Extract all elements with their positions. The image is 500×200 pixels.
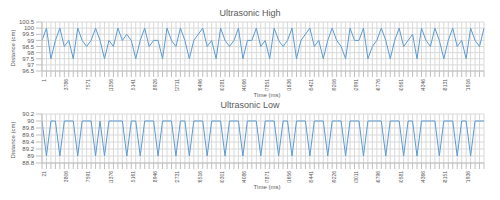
svg-text:15141: 15141 [130,79,136,91]
svg-text:88.8: 88.8 [22,160,34,166]
svg-text:30301: 30301 [219,171,225,183]
svg-text:Distance (cm): Distance (cm) [10,121,16,158]
html-text:Ultrasonic High: Ultrasonic High [219,8,281,18]
svg-text:1: 1 [41,79,47,82]
svg-text:99.5: 99.5 [22,31,34,37]
svg-text:21: 21 [41,171,47,177]
svg-text:68131: 68131 [442,79,448,91]
svg-text:99: 99 [27,38,34,44]
svg-text:97.5: 97.5 [22,56,34,62]
svg-text:Distance (cm): Distance (cm) [10,29,16,66]
svg-text:7571: 7571 [85,79,91,90]
svg-text:89.4: 89.4 [22,139,34,145]
svg-text:64366: 64366 [420,171,426,183]
svg-text:3786: 3786 [63,79,69,90]
svg-text:60561: 60561 [398,79,404,91]
svg-text:89: 89 [27,153,34,159]
svg-text:7591: 7591 [85,171,91,182]
svg-text:34066: 34066 [241,79,247,91]
svg-text:11376: 11376 [108,171,114,183]
svg-text:100.5: 100.5 [19,19,35,25]
svg-text:49226: 49226 [331,171,337,183]
svg-text:56776: 56776 [375,79,381,91]
svg-text:89.8: 89.8 [22,125,34,131]
svg-text:52991: 52991 [353,79,359,91]
svg-text:49206: 49206 [331,79,337,91]
svg-text:96.5: 96.5 [22,68,34,74]
svg-text:11356: 11356 [108,79,114,91]
svg-text:26496: 26496 [197,79,203,91]
svg-text:98.5: 98.5 [22,44,34,50]
svg-text:97: 97 [27,62,34,68]
svg-text:15161: 15161 [130,171,136,183]
svg-text:71936: 71936 [465,171,471,183]
svg-text:41636: 41636 [286,79,292,91]
svg-text:100: 100 [24,25,35,31]
html-text:Ultrasonic Low: Ultrasonic Low [220,100,280,110]
svg-text:89.2: 89.2 [22,146,34,152]
html-text:Time (ms): Time (ms) [253,92,281,98]
svg-text:64346: 64346 [420,79,426,91]
svg-text:98: 98 [27,50,34,56]
svg-text:41656: 41656 [286,171,292,183]
svg-text:45441: 45441 [308,171,314,183]
svg-text:30281: 30281 [219,79,225,91]
svg-text:60581: 60581 [398,171,404,183]
svg-text:18926: 18926 [152,79,158,91]
svg-text:89.6: 89.6 [22,132,34,138]
svg-text:22731: 22731 [174,171,180,183]
svg-text:56796: 56796 [375,171,381,183]
svg-text:53011: 53011 [353,171,359,183]
svg-text:37851: 37851 [264,79,270,91]
svg-text:90.2: 90.2 [22,111,34,117]
svg-text:34086: 34086 [241,171,247,183]
svg-text:45421: 45421 [308,79,314,91]
html-text:Time (ms): Time (ms) [253,184,281,190]
svg-text:68151: 68151 [442,171,448,183]
svg-text:18946: 18946 [152,171,158,183]
svg-text:71916: 71916 [465,79,471,91]
svg-text:37871: 37871 [264,171,270,183]
svg-text:3806: 3806 [63,171,69,182]
svg-text:90: 90 [27,118,34,124]
svg-text:26516: 26516 [197,171,203,183]
svg-text:22711: 22711 [174,79,180,91]
